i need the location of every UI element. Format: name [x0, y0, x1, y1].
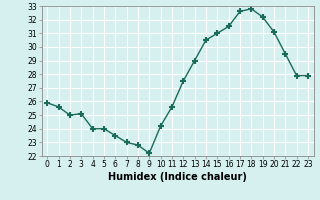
- X-axis label: Humidex (Indice chaleur): Humidex (Indice chaleur): [108, 172, 247, 182]
